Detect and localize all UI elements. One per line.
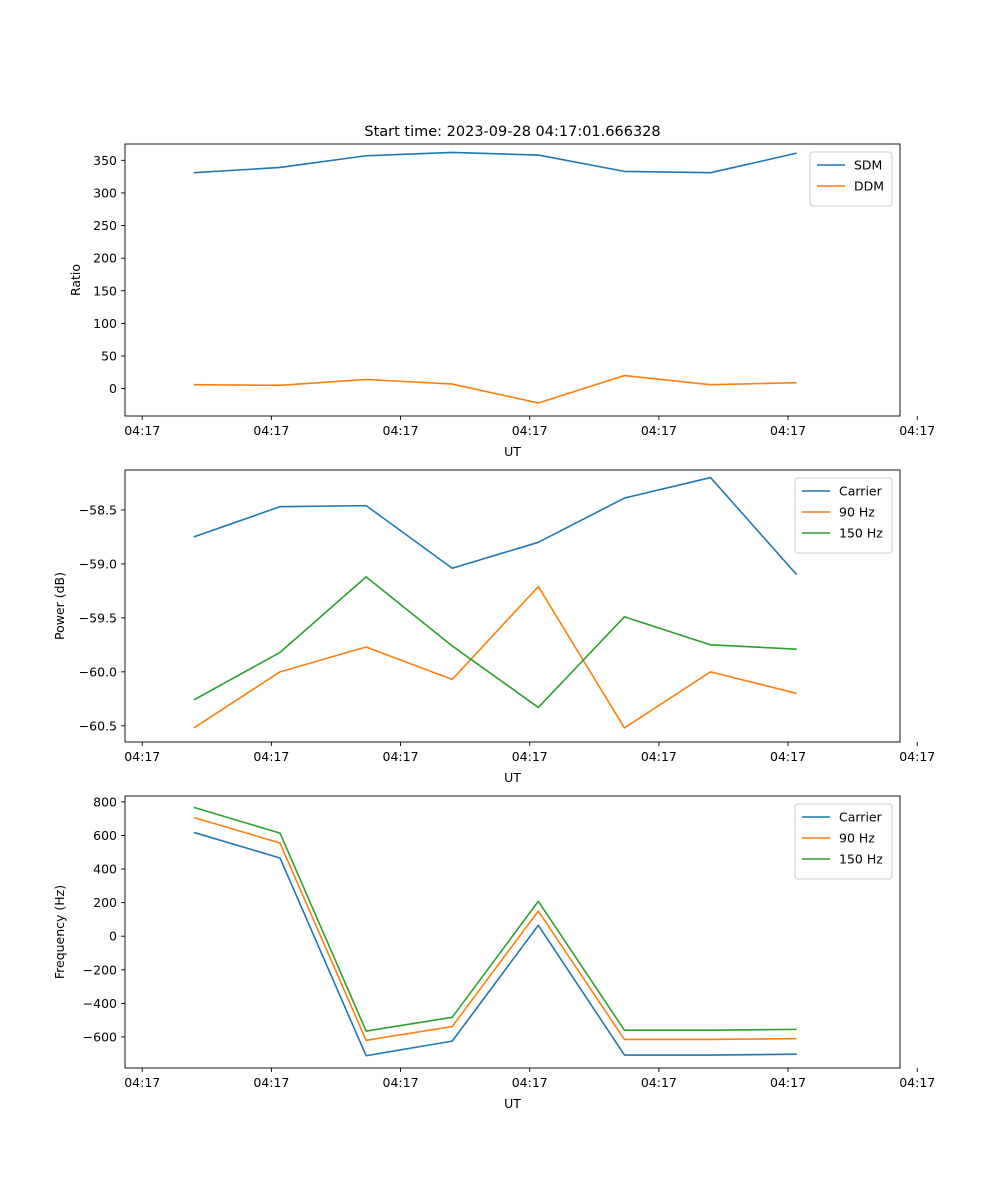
- y-tick-label: 50: [101, 348, 117, 363]
- series-line-sdm: [193, 151, 797, 174]
- y-tick-label: 600: [93, 828, 117, 843]
- x-tick-label: 04:17: [899, 1075, 935, 1090]
- y-axis-label: Power (dB): [52, 572, 67, 640]
- x-tick-label: 04:17: [124, 423, 160, 438]
- legend-label: 90 Hz: [839, 831, 875, 846]
- x-tick-label: 04:17: [512, 749, 548, 764]
- legend-box: [794, 803, 893, 880]
- figure-title: Start time: 2023-09-28 04:17:01.666328: [364, 124, 660, 140]
- y-tick-label: −200: [83, 962, 117, 977]
- x-tick-label: 04:17: [641, 1075, 677, 1090]
- y-tick-label: 400: [93, 862, 117, 877]
- x-tick-label: 04:17: [641, 423, 677, 438]
- y-tick-label: 100: [93, 316, 117, 331]
- y-axis-label: Ratio: [68, 264, 83, 296]
- subplot-power: 04:17 04:17 04:17 04:17 04:17 04:17 04:17 −60.5…: [52, 469, 935, 785]
- axes-frame: [124, 469, 901, 743]
- y-tick-label: 0: [109, 929, 117, 944]
- y-tick-label: 200: [93, 251, 117, 266]
- x-tick-label: 04:17: [770, 1075, 806, 1090]
- series-line-carrier: [193, 831, 797, 1057]
- y-tick-label: −600: [83, 1029, 117, 1044]
- y-tick-label: −59.5: [79, 610, 117, 625]
- x-tick-label: 04:17: [899, 423, 935, 438]
- y-tick-label: 350: [93, 153, 117, 168]
- legend-box: [794, 477, 893, 554]
- x-tick-label: 04:17: [770, 423, 806, 438]
- y-tick-label: −400: [83, 996, 117, 1011]
- axes-frame: [124, 143, 901, 417]
- x-axis-label: UT: [504, 1096, 521, 1111]
- legend-label: Carrier: [839, 810, 883, 825]
- y-tick-label: 200: [93, 895, 117, 910]
- axes-frame: [124, 795, 901, 1069]
- y-tick-label: −60.0: [79, 664, 117, 679]
- legend-label: DDM: [854, 179, 884, 194]
- legend-label: 90 Hz: [839, 505, 875, 520]
- legend-label: SDM: [854, 158, 882, 173]
- legend-label: 150 Hz: [839, 852, 883, 867]
- legend-label: Carrier: [839, 484, 883, 499]
- y-tick-label: −59.0: [79, 556, 117, 571]
- y-tick-label: −60.5: [79, 718, 117, 733]
- x-tick-label: 04:17: [512, 1075, 548, 1090]
- y-tick-label: 800: [93, 794, 117, 809]
- x-axis-label: UT: [504, 444, 521, 459]
- x-axis-label: UT: [504, 770, 521, 785]
- x-tick-label: 04:17: [641, 749, 677, 764]
- y-tick-label: −58.5: [79, 502, 117, 517]
- x-tick-label: 04:17: [253, 1075, 289, 1090]
- x-tick-label: 04:17: [253, 749, 289, 764]
- legend-label: 150 Hz: [839, 526, 883, 541]
- series-line-150-hz: [193, 576, 797, 709]
- y-tick-label: 300: [93, 185, 117, 200]
- x-tick-label: 04:17: [124, 1075, 160, 1090]
- series-line-ddm: [193, 374, 797, 404]
- x-tick-label: 04:17: [253, 423, 289, 438]
- subplot-ratio: 04:17 04:17 04:17 04:17 04:17 04:17 04:17 0 50 10…: [68, 143, 935, 459]
- x-tick-label: 04:17: [899, 749, 935, 764]
- x-tick-label: 04:17: [383, 1075, 419, 1090]
- y-tick-label: 150: [93, 283, 117, 298]
- x-tick-label: 04:17: [383, 749, 419, 764]
- y-tick-label: 250: [93, 218, 117, 233]
- series-line-90-hz: [193, 816, 797, 1042]
- series-line-carrier: [193, 476, 798, 576]
- x-tick-label: 04:17: [770, 749, 806, 764]
- y-axis-label: Frequency (Hz): [52, 885, 67, 979]
- x-tick-label: 04:17: [383, 423, 419, 438]
- x-tick-label: 04:17: [124, 749, 160, 764]
- y-tick-label: 0: [109, 381, 117, 396]
- series-line-150-hz: [193, 806, 797, 1032]
- x-tick-label: 04:17: [512, 423, 548, 438]
- series-line-90-hz: [193, 585, 797, 729]
- subplot-frequency: 04:17 04:17 04:17 04:17 04:17 04:17 04:17 −600 −…: [52, 794, 935, 1111]
